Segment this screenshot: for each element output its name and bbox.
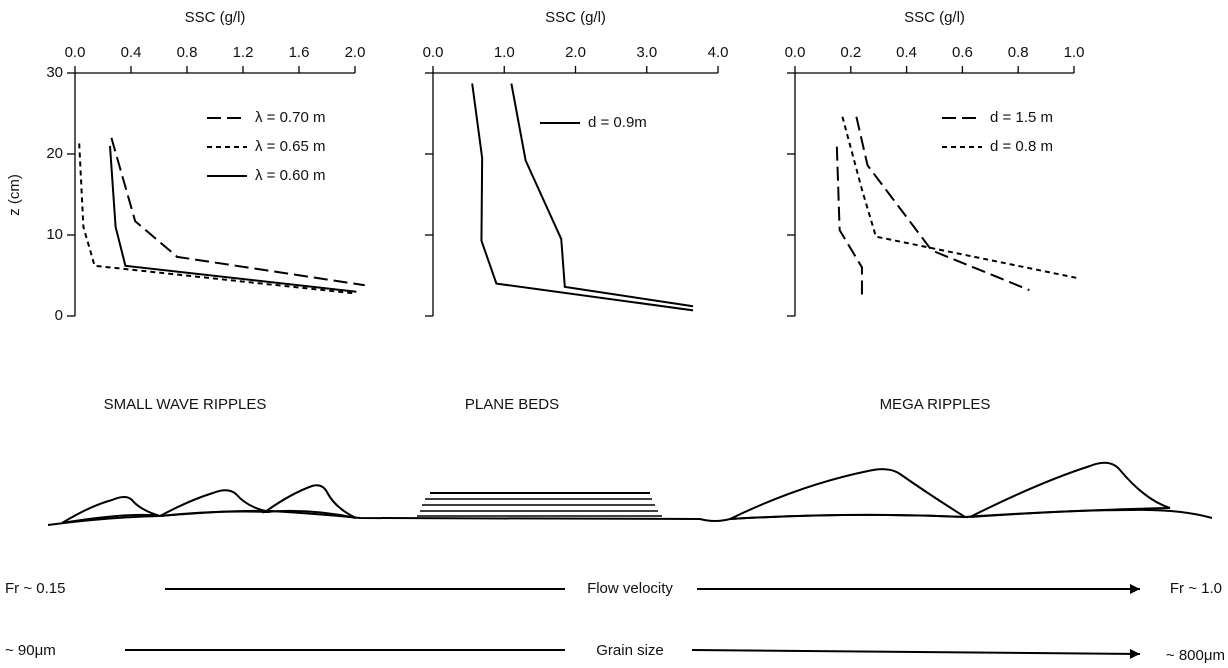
y-axis-label: z (cm) (6, 174, 23, 216)
flow-label: Flow velocity (587, 580, 673, 597)
x-tick-label: 2.0 (345, 44, 366, 61)
y-tick-label: 0 (55, 307, 63, 324)
legend-label: d = 1.5 m (990, 109, 1053, 126)
x-tick-label: 4.0 (708, 44, 729, 61)
chart-title: SSC (g/l) (185, 9, 246, 26)
grain-left: ~ 90μm (5, 642, 56, 659)
series-line (510, 83, 694, 308)
x-tick-label: 1.2 (233, 44, 254, 61)
series-line (471, 83, 694, 312)
x-tick-label: 3.0 (636, 44, 657, 61)
legend-label: λ = 0.60 m (255, 167, 325, 184)
legend-label: d = 0.8 m (990, 138, 1053, 155)
x-tick-label: 0.8 (177, 44, 198, 61)
flow-right: Fr ~ 1.0 (1170, 580, 1222, 597)
y-tick-label: 10 (46, 226, 63, 243)
x-tick-label: 0.0 (785, 44, 806, 61)
bedform-label: MEGA RIPPLES (880, 396, 991, 413)
x-tick-label: 0.4 (896, 44, 917, 61)
x-tick-label: 0.4 (121, 44, 142, 61)
grain-right: ~ 800μm (1166, 647, 1225, 664)
arrow-line (691, 648, 1141, 659)
bed-profile (47, 461, 1213, 526)
series-line (835, 146, 863, 296)
x-tick-label: 1.6 (289, 44, 310, 61)
y-tick-label: 30 (46, 64, 63, 81)
x-tick-label: 1.0 (1064, 44, 1085, 61)
y-tick-label: 20 (46, 145, 63, 162)
x-tick-label: 0.0 (423, 44, 444, 61)
series-line (78, 143, 354, 295)
flow-left: Fr ~ 0.15 (5, 580, 65, 597)
legend-label: λ = 0.65 m (255, 138, 325, 155)
legend-label: λ = 0.70 m (255, 109, 325, 126)
x-tick-label: 0.8 (1008, 44, 1029, 61)
series-line (110, 137, 365, 287)
x-tick-label: 2.0 (565, 44, 586, 61)
bedform-label: PLANE BEDS (465, 396, 559, 413)
charts: SSC (g/l) 0.0 0.4 0.8 1.2 1.6 2.0 0 10 20 30 z (cm)… (6, 9, 1084, 324)
chart-title: SSC (g/l) (904, 9, 965, 26)
x-tick-label: 0.0 (65, 44, 86, 61)
bedform-label: SMALL WAVE RIPPLES (104, 396, 267, 413)
x-tick-label: 0.6 (952, 44, 973, 61)
series-line (855, 116, 1030, 292)
legend-label: d = 0.9m (588, 114, 647, 131)
series-line (841, 116, 1077, 279)
chart-title: SSC (g/l) (545, 9, 606, 26)
x-tick-label: 1.0 (494, 44, 515, 61)
series-line (109, 145, 357, 293)
x-tick-label: 0.2 (840, 44, 861, 61)
grain-label: Grain size (596, 642, 664, 659)
